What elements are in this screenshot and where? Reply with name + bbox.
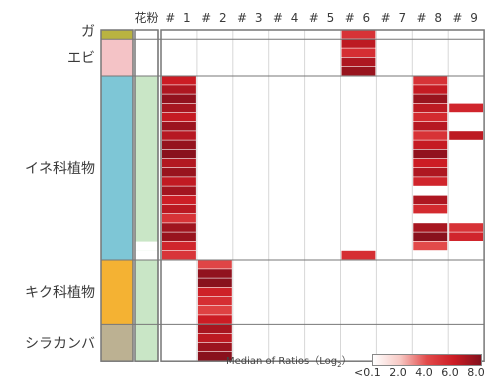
heatmap-cell [197,278,232,287]
heatmap-cell [413,112,448,122]
heatmap-cell [162,149,196,159]
group-color-band [101,260,133,325]
scale-tick: 6.0 [441,366,459,379]
heatmap-cell [162,214,196,223]
pollen-color-band [135,260,158,325]
heatmap-cell [197,269,232,278]
heatmap-cell [449,103,484,113]
pollen-blank-cell [135,250,158,260]
color-scale-ticks: <0.1 2.0 4.0 6.0 8.0 [354,366,490,379]
heatmap-cell [413,94,448,103]
heatmap-cell [413,241,448,251]
heatmap-cell [341,39,376,48]
heatmap-cell [449,131,484,140]
heatmap-cell [197,352,232,361]
heatmap-cell [197,333,232,343]
heatmap-border [160,29,485,362]
scale-tick: <0.1 [354,366,381,379]
group-color-band [101,324,133,362]
heatmap-cell [413,232,448,241]
column-header: # 4 [273,11,301,25]
heatmap-cell [162,223,196,232]
column-header: # 8 [416,11,444,25]
heatmap-cell [162,131,196,140]
column-header: # 9 [452,11,480,25]
pollen-color-band [135,76,158,260]
heatmap-cell [413,223,448,232]
group-label: キク科植物 [25,285,95,301]
column-header: # 2 [201,11,229,25]
heatmap-cell [413,76,448,85]
heatmap-cell [197,296,232,306]
heatmap-cell [413,140,448,149]
heatmap-cell [162,177,196,186]
heatmap-cell [162,250,196,260]
scale-tick: 2.0 [389,366,407,379]
heatmap-cell [197,342,232,352]
heatmap-cell [413,103,448,113]
heatmap-cell [341,66,376,76]
column-header: # 1 [165,11,193,25]
heatmap-cell [162,241,196,251]
heatmap-cell [197,324,232,333]
heatmap-cell [413,122,448,131]
heatmap-cell [413,204,448,214]
heatmap-cell [341,57,376,67]
heatmap-cell [162,195,196,205]
heatmap-cell [341,250,376,260]
heatmap-cell [341,48,376,57]
group-label: イネ科植物 [25,161,95,177]
group-color-band [101,39,133,76]
group-label: ガ [81,24,95,40]
heatmap-cell [162,94,196,103]
heatmap-cell [162,204,196,214]
heatmap-cell [449,223,484,232]
heatmap-cell [197,315,232,324]
pollen-blank-cell [135,241,158,251]
heatmap-cell [162,158,196,168]
heatmap-cell [413,177,448,186]
heatmap-cell [162,122,196,131]
heatmap-cell [162,112,196,122]
column-header: # 6 [345,11,373,25]
heatmap-cell [197,260,232,269]
heatmap-cell [413,168,448,177]
group-color-band [101,76,133,260]
heatmap-cell [162,232,196,241]
heatmap-cell [162,103,196,113]
heatmap-cell [413,131,448,140]
legend-title: Median of Ratios（Log2） [226,356,352,369]
heatmap-cell [162,140,196,149]
heatmap-cell [413,149,448,159]
column-header: # 5 [309,11,337,25]
heatmap-cell [197,306,232,315]
column-header: # 7 [381,11,409,25]
heatmap-cell [162,186,196,195]
heatmap-cell [413,195,448,205]
group-label: エビ [67,51,95,67]
column-header: # 3 [237,11,265,25]
heatmap-cell [341,30,376,39]
group-label: シラカンバ [25,336,95,352]
pollen-color-band [135,324,158,362]
heatmap-cell [162,76,196,85]
heatmap-cell [162,168,196,177]
scale-tick: 8.0 [467,366,485,379]
category-column-border [100,29,134,362]
heatmap-cell [413,85,448,94]
heatmap-cell [197,287,232,297]
heatmap-cell [413,158,448,168]
scale-tick: 4.0 [415,366,433,379]
pollen-column-header: 花粉 [134,10,158,25]
color-scale-bar [372,354,482,366]
heatmap-cell [449,232,484,241]
heatmap-cell [162,85,196,94]
group-color-band [101,30,133,40]
